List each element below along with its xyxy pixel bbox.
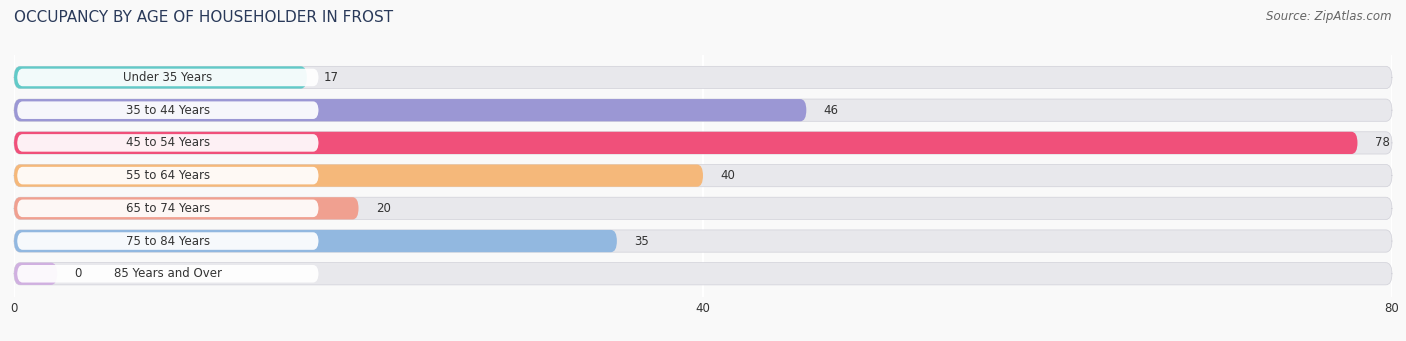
FancyBboxPatch shape (14, 197, 1392, 220)
FancyBboxPatch shape (17, 232, 319, 250)
FancyBboxPatch shape (14, 263, 1392, 285)
Text: 20: 20 (375, 202, 391, 215)
FancyBboxPatch shape (14, 66, 1392, 89)
FancyBboxPatch shape (17, 101, 319, 119)
Text: 85 Years and Over: 85 Years and Over (114, 267, 222, 280)
Text: 17: 17 (325, 71, 339, 84)
FancyBboxPatch shape (14, 230, 617, 252)
Text: 55 to 64 Years: 55 to 64 Years (125, 169, 209, 182)
FancyBboxPatch shape (14, 99, 1392, 121)
FancyBboxPatch shape (14, 132, 1358, 154)
Text: 46: 46 (824, 104, 838, 117)
Text: 0: 0 (75, 267, 82, 280)
FancyBboxPatch shape (14, 197, 359, 220)
FancyBboxPatch shape (14, 99, 807, 121)
Text: 65 to 74 Years: 65 to 74 Years (125, 202, 209, 215)
FancyBboxPatch shape (14, 164, 1392, 187)
Text: OCCUPANCY BY AGE OF HOUSEHOLDER IN FROST: OCCUPANCY BY AGE OF HOUSEHOLDER IN FROST (14, 10, 394, 25)
Text: 35: 35 (634, 235, 648, 248)
FancyBboxPatch shape (14, 230, 1392, 252)
FancyBboxPatch shape (17, 134, 319, 152)
FancyBboxPatch shape (14, 66, 307, 89)
Text: 78: 78 (1375, 136, 1389, 149)
FancyBboxPatch shape (14, 263, 58, 285)
Text: 75 to 84 Years: 75 to 84 Years (125, 235, 209, 248)
FancyBboxPatch shape (17, 265, 319, 283)
Text: 35 to 44 Years: 35 to 44 Years (125, 104, 209, 117)
FancyBboxPatch shape (14, 164, 703, 187)
FancyBboxPatch shape (17, 199, 319, 217)
Text: Under 35 Years: Under 35 Years (124, 71, 212, 84)
Text: 45 to 54 Years: 45 to 54 Years (125, 136, 209, 149)
FancyBboxPatch shape (17, 69, 319, 86)
FancyBboxPatch shape (14, 132, 1392, 154)
Text: 40: 40 (720, 169, 735, 182)
Text: Source: ZipAtlas.com: Source: ZipAtlas.com (1267, 10, 1392, 23)
FancyBboxPatch shape (17, 167, 319, 184)
